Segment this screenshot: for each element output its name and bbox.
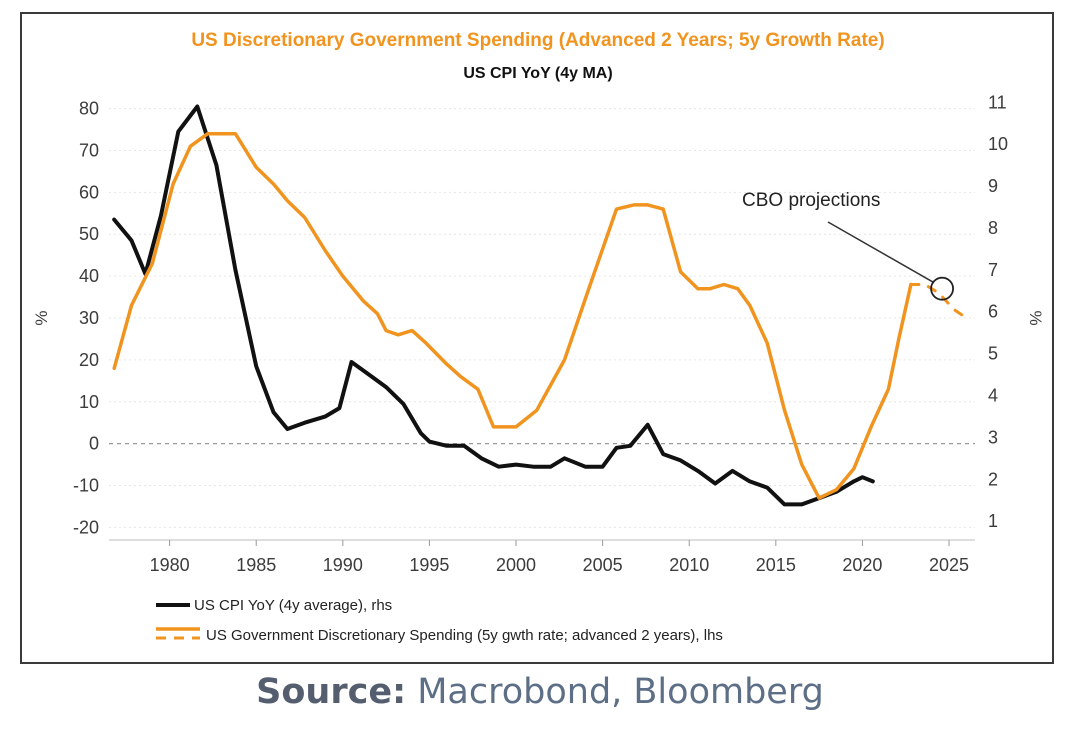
y-left-tick-label: 10	[79, 392, 99, 412]
series-line-1	[112, 104, 875, 507]
x-tick-label: 2020	[842, 555, 882, 575]
series-line-3	[909, 283, 968, 320]
series-line-2	[112, 131, 913, 500]
x-tick-label: 2000	[496, 555, 536, 575]
annotation-label: CBO projections	[742, 190, 880, 211]
y-right-tick-label: 6	[988, 302, 998, 322]
chart-title: US Discretionary Government Spending (Ad…	[191, 30, 884, 51]
x-tick-label: 2010	[669, 555, 709, 575]
series-lines	[112, 104, 968, 507]
y-left-tick-label: 40	[79, 266, 99, 286]
x-tick-label: 1985	[236, 555, 276, 575]
y-left-tick-label: 60	[79, 182, 99, 202]
y-left-tick-label: 30	[79, 308, 99, 328]
y-right-tick-label: 5	[988, 344, 998, 364]
x-tick-label: 1990	[323, 555, 363, 575]
annotation-pointer	[827, 221, 935, 284]
y-right-tick-label: 4	[988, 385, 998, 405]
legend-label-cpi: US CPI YoY (4y average), rhs	[194, 597, 392, 614]
legend: US CPI YoY (4y average), rhs US Governmen…	[156, 597, 723, 644]
source-note: Source: Macrobond, Bloomberg	[0, 672, 1080, 712]
y-right-tick-label: 1	[988, 511, 998, 531]
axes: 80706050403020100-10-2011109876543211980…	[73, 92, 1008, 575]
annotation-circle	[930, 276, 954, 301]
gridlines	[109, 108, 975, 528]
y-right-tick-label: 2	[988, 469, 998, 489]
y-left-tick-label: 0	[89, 434, 99, 454]
chart-frame	[20, 12, 1054, 664]
y-left-tick-label: 80	[79, 99, 99, 119]
annotations: CBO projections	[742, 190, 954, 301]
x-tick-label: 1980	[150, 555, 190, 575]
y-right-tick-label: 10	[988, 134, 1008, 154]
y-right-tick-label: 7	[988, 260, 998, 280]
x-tick-label: 1995	[409, 555, 449, 575]
source-label: Source:	[256, 672, 407, 712]
y-left-tick-label: 20	[79, 350, 99, 370]
y-axis-left-label: %	[32, 310, 51, 325]
y-axis-right-label: %	[1026, 310, 1045, 325]
y-right-tick-label: 11	[988, 92, 1007, 112]
y-left-tick-label: -20	[73, 517, 99, 537]
source-text: Macrobond, Bloomberg	[406, 672, 824, 712]
chart-subtitle: US CPI YoY (4y MA)	[463, 65, 612, 82]
y-right-tick-label: 3	[988, 427, 998, 447]
x-tick-label: 2015	[756, 555, 796, 575]
y-left-tick-label: 70	[79, 140, 99, 160]
x-tick-label: 2025	[929, 555, 969, 575]
x-tick-label: 2005	[583, 555, 623, 575]
y-left-tick-label: 50	[79, 224, 99, 244]
y-right-tick-label: 9	[988, 176, 998, 196]
legend-label-spending: US Government Discretionary Spending (5y…	[206, 627, 723, 644]
y-right-tick-label: 8	[988, 218, 998, 238]
y-left-tick-label: -10	[73, 476, 99, 496]
